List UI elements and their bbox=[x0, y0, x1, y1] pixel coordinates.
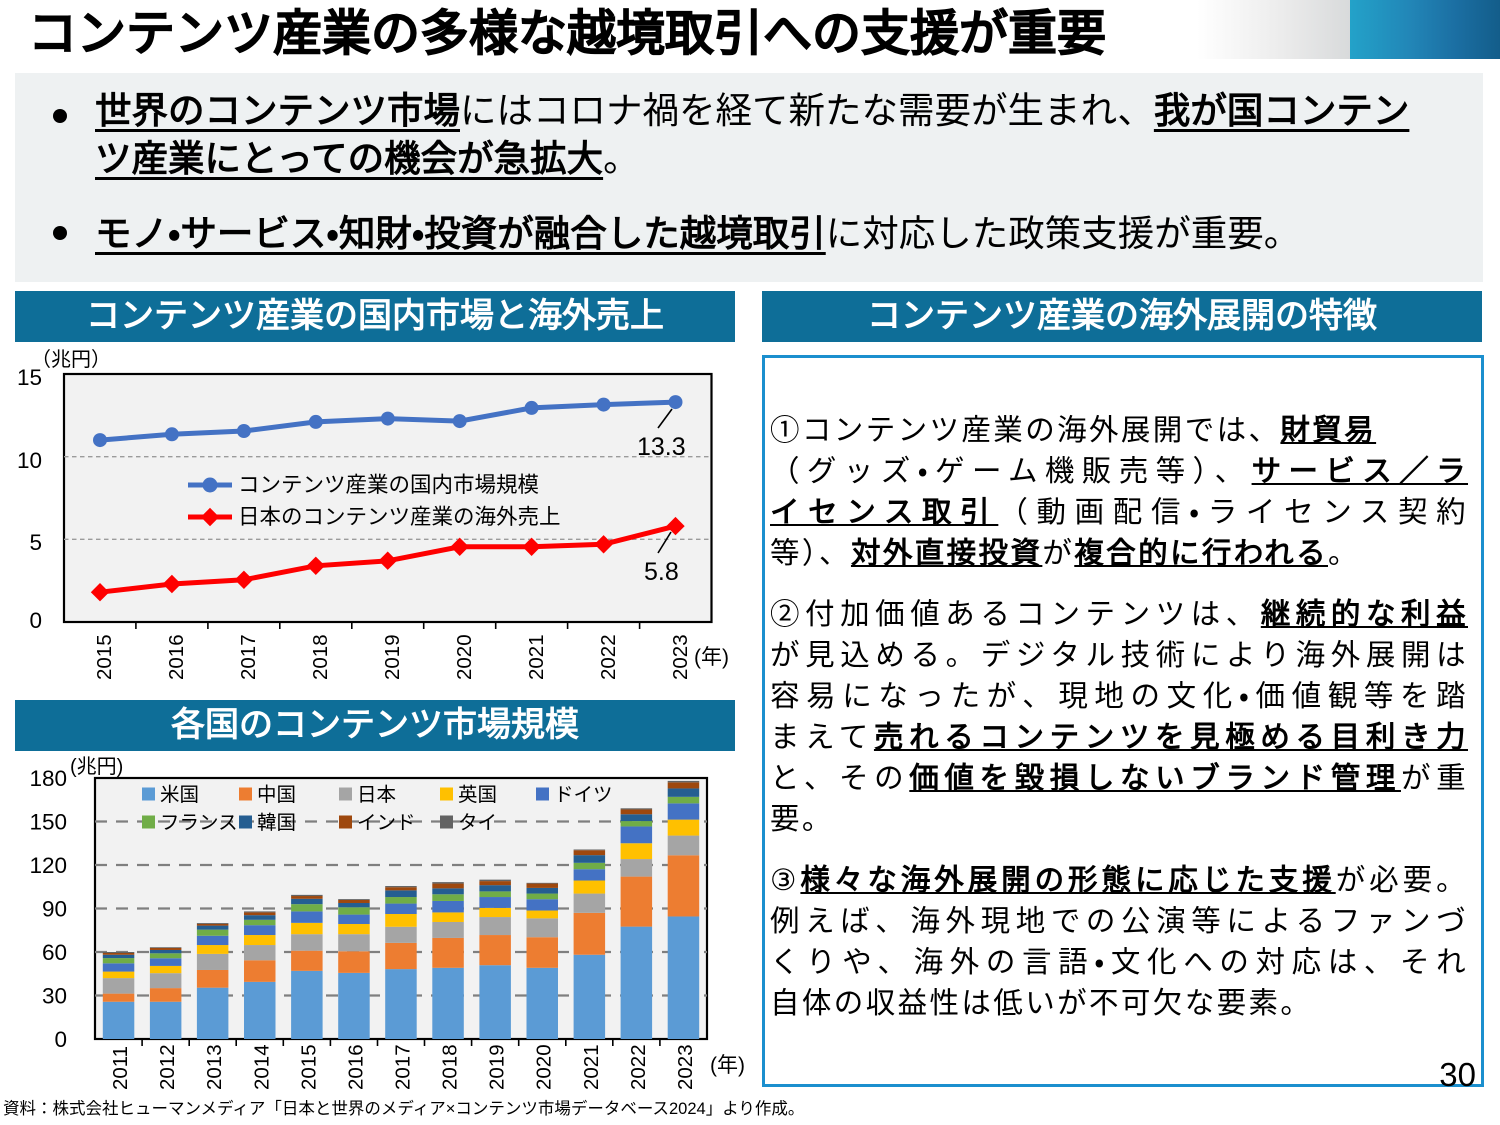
svg-text:2020: 2020 bbox=[533, 1044, 556, 1090]
svg-text:2016: 2016 bbox=[165, 634, 188, 680]
svg-text:フランス: フランス bbox=[160, 812, 238, 834]
svg-text:英国: 英国 bbox=[458, 784, 497, 806]
svg-text:2014: 2014 bbox=[250, 1044, 273, 1090]
svg-text:2022: 2022 bbox=[627, 1044, 650, 1090]
svg-text:2011: 2011 bbox=[109, 1046, 132, 1090]
svg-text:(年): (年) bbox=[694, 646, 729, 669]
svg-text:2023: 2023 bbox=[674, 1044, 697, 1090]
svg-text:0: 0 bbox=[29, 608, 42, 633]
svg-text:2022: 2022 bbox=[597, 634, 620, 680]
svg-text:90: 90 bbox=[42, 897, 67, 922]
svg-text:2018: 2018 bbox=[309, 634, 332, 680]
svg-text:180: 180 bbox=[29, 766, 67, 791]
svg-text:（兆円）: （兆円） bbox=[31, 348, 111, 371]
svg-text:2023: 2023 bbox=[669, 634, 692, 680]
svg-text:2016: 2016 bbox=[344, 1044, 367, 1090]
svg-text:2015: 2015 bbox=[93, 634, 116, 680]
svg-text:13.3: 13.3 bbox=[637, 433, 686, 461]
svg-text:5.8: 5.8 bbox=[644, 558, 679, 586]
svg-text:5: 5 bbox=[29, 530, 42, 555]
svg-text:2017: 2017 bbox=[237, 634, 260, 680]
svg-text:(年): (年) bbox=[710, 1054, 745, 1077]
svg-text:韓国: 韓国 bbox=[257, 812, 296, 834]
svg-text:120: 120 bbox=[29, 853, 67, 878]
svg-text:2019: 2019 bbox=[381, 634, 404, 680]
svg-text:2013: 2013 bbox=[203, 1044, 226, 1090]
svg-text:0: 0 bbox=[54, 1027, 67, 1052]
svg-text:日本のコンテンツ産業の海外売上: 日本のコンテンツ産業の海外売上 bbox=[238, 505, 561, 529]
svg-text:タイ: タイ bbox=[458, 812, 497, 834]
svg-text:2018: 2018 bbox=[439, 1044, 462, 1090]
svg-text:コンテンツ産業の国内市場規模: コンテンツ産業の国内市場規模 bbox=[238, 473, 539, 497]
svg-text:60: 60 bbox=[42, 940, 67, 965]
svg-text:2015: 2015 bbox=[297, 1044, 320, 1090]
svg-text:2019: 2019 bbox=[486, 1044, 509, 1090]
svg-text:2021: 2021 bbox=[580, 1044, 603, 1090]
svg-text:30: 30 bbox=[42, 984, 67, 1009]
svg-text:ドイツ: ドイツ bbox=[554, 784, 613, 806]
svg-text:日本: 日本 bbox=[357, 784, 396, 806]
svg-text:10: 10 bbox=[17, 448, 42, 473]
svg-text:(兆円): (兆円) bbox=[70, 755, 123, 778]
svg-text:150: 150 bbox=[29, 810, 67, 835]
svg-text:米国: 米国 bbox=[160, 784, 199, 806]
svg-text:15: 15 bbox=[17, 365, 42, 390]
svg-text:中国: 中国 bbox=[257, 784, 296, 806]
svg-text:2012: 2012 bbox=[156, 1044, 179, 1090]
svg-text:2021: 2021 bbox=[525, 634, 548, 680]
svg-text:インド: インド bbox=[357, 812, 416, 834]
svg-text:2017: 2017 bbox=[392, 1044, 415, 1090]
svg-text:2020: 2020 bbox=[453, 634, 476, 680]
